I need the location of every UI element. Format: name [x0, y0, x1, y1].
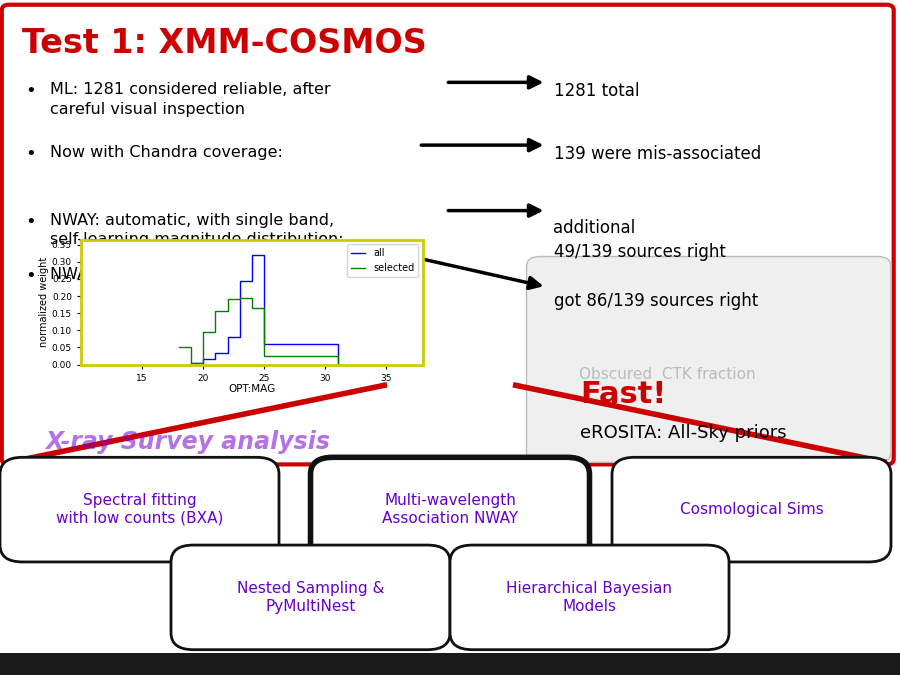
Text: eROSITA: All-Sky priors: eROSITA: All-Sky priors — [580, 425, 788, 442]
FancyBboxPatch shape — [0, 458, 279, 562]
Text: NWAY: automatic, with single band,
self-learning magnitude distribution:: NWAY: automatic, with single band, self-… — [50, 213, 343, 248]
FancyBboxPatch shape — [2, 5, 894, 464]
FancyBboxPatch shape — [171, 545, 450, 649]
Text: Multi-wavelength
Association NWAY: Multi-wavelength Association NWAY — [382, 493, 518, 526]
Text: Test 1: XMM-COSMOS: Test 1: XMM-COSMOS — [22, 27, 427, 60]
FancyBboxPatch shape — [310, 458, 590, 562]
Bar — [0, 653, 900, 675]
X-axis label: OPT:MAG: OPT:MAG — [229, 384, 275, 394]
Text: •: • — [25, 267, 36, 285]
Text: Spectral fitting
with low counts (BXA): Spectral fitting with low counts (BXA) — [56, 493, 223, 526]
FancyBboxPatch shape — [450, 545, 729, 649]
Text: •: • — [25, 145, 36, 163]
Text: got 86/139 sources right: got 86/139 sources right — [554, 292, 758, 310]
Text: Nested Sampling &
PyMultiNest: Nested Sampling & PyMultiNest — [237, 581, 384, 614]
Text: X-ray Survey analysis: X-ray Survey analysis — [45, 430, 330, 454]
Legend: all, selected: all, selected — [346, 244, 418, 277]
Text: ML: 1281 considered reliable, after
careful visual inspection: ML: 1281 considered reliable, after care… — [50, 82, 330, 117]
Text: Now with Chandra coverage:: Now with Chandra coverage: — [50, 145, 283, 160]
Y-axis label: normalized weight: normalized weight — [39, 257, 50, 347]
Text: additional
49/139 sources right: additional 49/139 sources right — [554, 219, 725, 261]
Text: •: • — [25, 82, 36, 101]
Text: Cosmological Sims: Cosmological Sims — [680, 502, 824, 517]
FancyBboxPatch shape — [526, 256, 891, 462]
Text: 1281 total: 1281 total — [554, 82, 639, 101]
Text: Fast!: Fast! — [580, 381, 667, 409]
Text: NWAY with 1+3.6um catalogues: NWAY with 1+3.6um catalogues — [50, 267, 308, 281]
Text: •: • — [25, 213, 36, 231]
FancyBboxPatch shape — [612, 458, 891, 562]
Text: Research interests: Research interests — [0, 149, 693, 215]
Text: 139 were mis-associated: 139 were mis-associated — [554, 145, 760, 163]
Text: Obscured  CTK fraction: Obscured CTK fraction — [579, 367, 755, 382]
Text: Hierarchical Bayesian
Models: Hierarchical Bayesian Models — [507, 581, 672, 614]
